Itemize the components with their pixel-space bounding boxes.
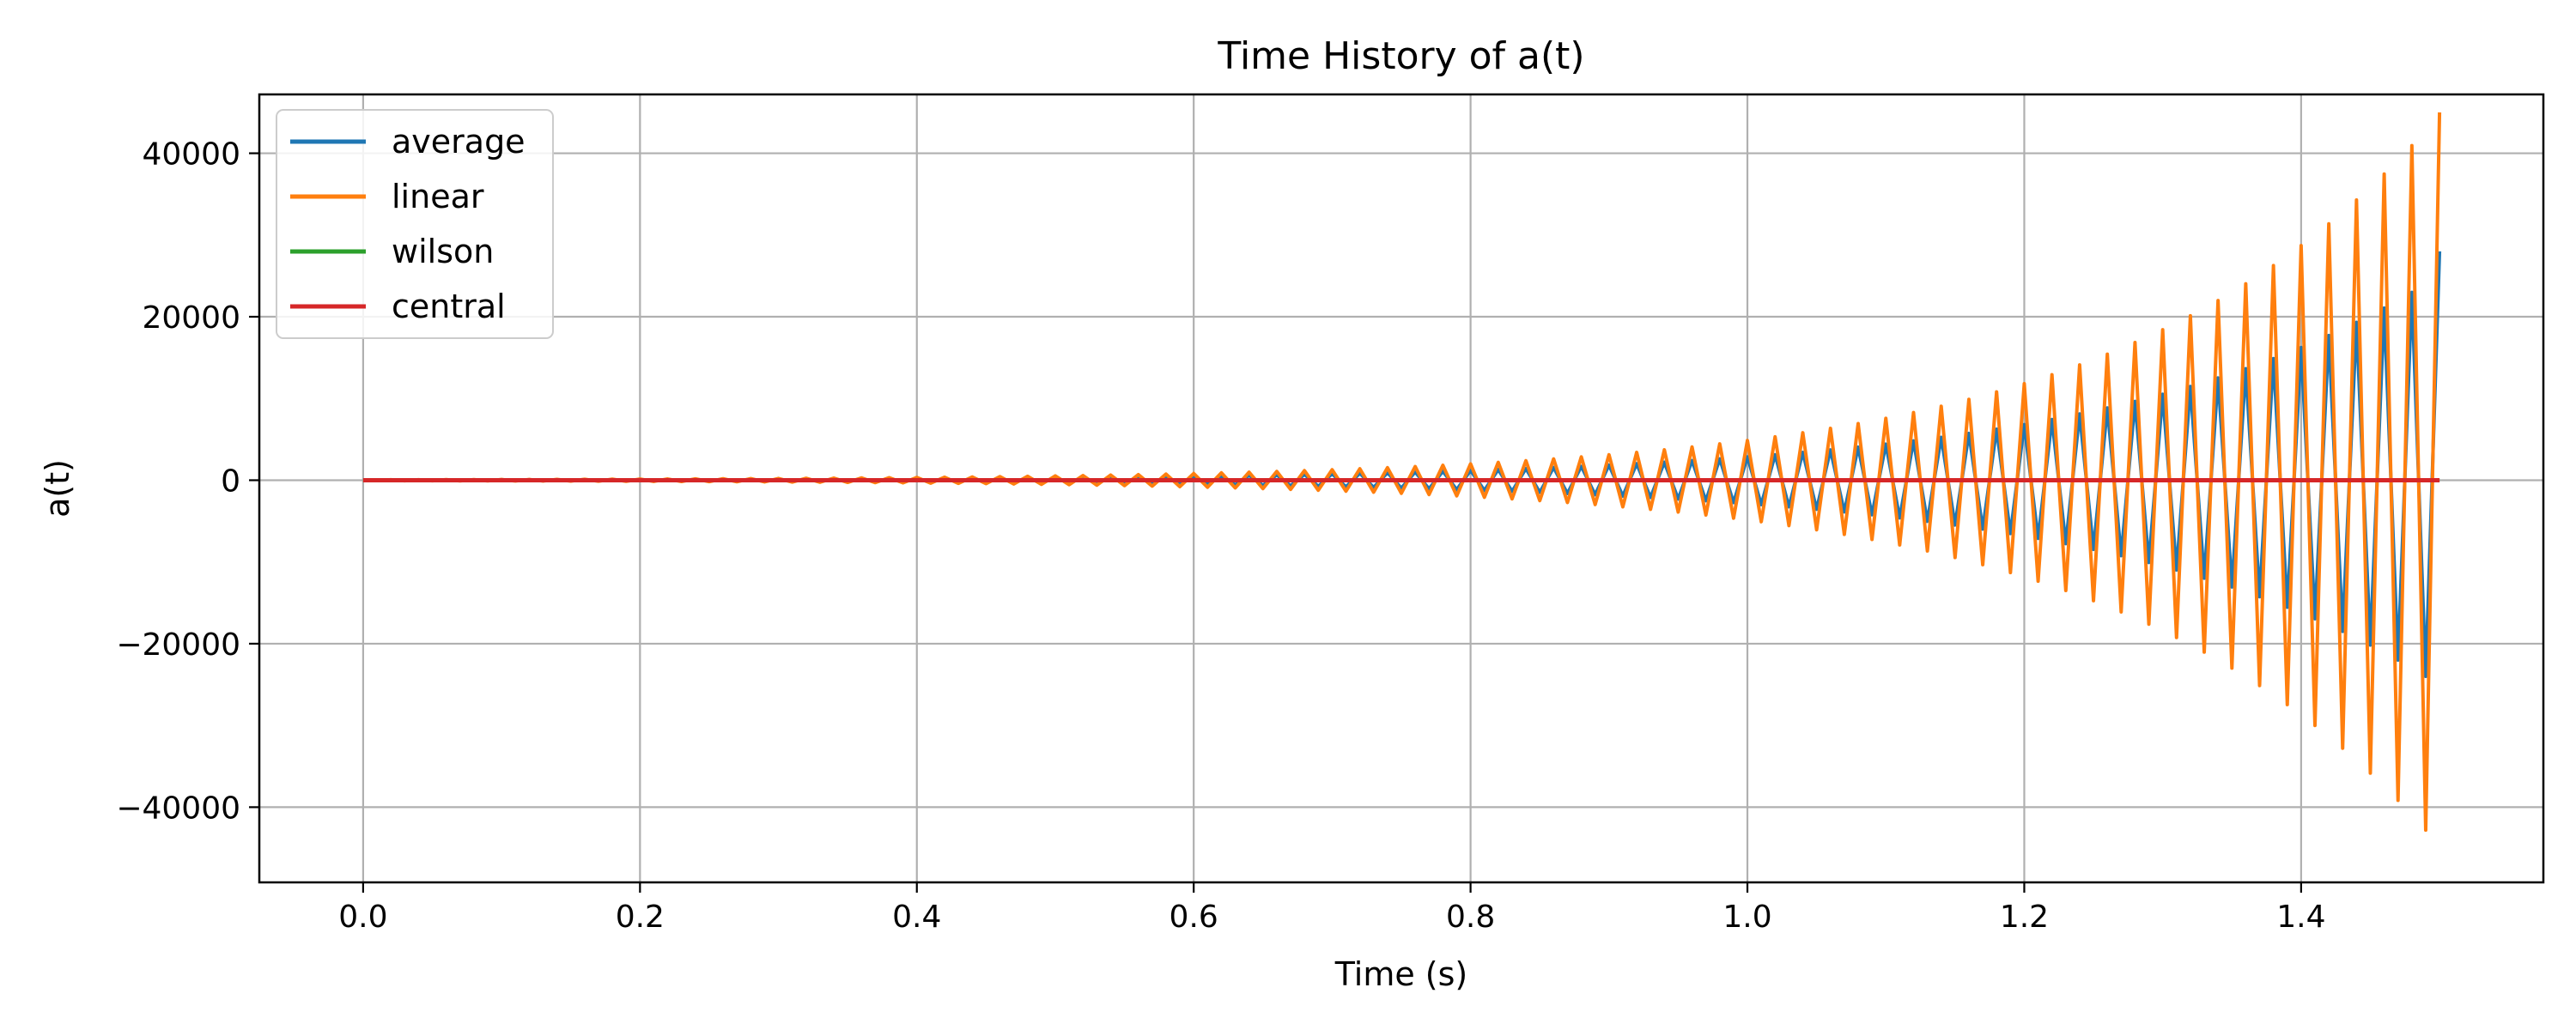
legend-label-average: average bbox=[392, 123, 526, 161]
y-tick-label: −40000 bbox=[116, 791, 240, 826]
x-tick-label: 1.0 bbox=[1722, 900, 1771, 935]
x-tick-label: 0.8 bbox=[1446, 900, 1495, 935]
x-tick-label: 0.2 bbox=[616, 900, 665, 935]
legend-label-linear: linear bbox=[392, 178, 484, 215]
chart-title: Time History of a(t) bbox=[1217, 34, 1584, 78]
series-layer bbox=[362, 112, 2442, 833]
y-tick-label: 20000 bbox=[142, 300, 240, 336]
y-tick-label: 0 bbox=[221, 464, 240, 499]
tick-layer: 0.0 0.2 0.4 0.6 0.8 1.0 1.2 1.4 −40000 −20000 0 200… bbox=[116, 137, 2325, 935]
y-axis-label: a(t) bbox=[39, 459, 76, 518]
legend-label-wilson: wilson bbox=[392, 233, 494, 270]
x-tick-label: 0.0 bbox=[338, 900, 387, 935]
x-tick-label: 1.2 bbox=[2000, 900, 2049, 935]
x-tick-label: 0.6 bbox=[1170, 900, 1218, 935]
legend-box bbox=[276, 109, 554, 339]
plot-frame bbox=[258, 93, 2545, 884]
x-axis-label: Time (s) bbox=[1334, 955, 1468, 993]
y-tick-label: 40000 bbox=[142, 137, 240, 173]
legend-items: average linear wilson central bbox=[290, 123, 526, 325]
y-tick-label: −20000 bbox=[116, 627, 240, 663]
x-tick-label: 0.4 bbox=[892, 900, 941, 935]
legend-label-central: central bbox=[392, 288, 506, 325]
legend: average linear wilson central bbox=[276, 109, 554, 339]
series-line-linear bbox=[362, 112, 2442, 833]
x-tick-label: 1.4 bbox=[2276, 900, 2325, 935]
